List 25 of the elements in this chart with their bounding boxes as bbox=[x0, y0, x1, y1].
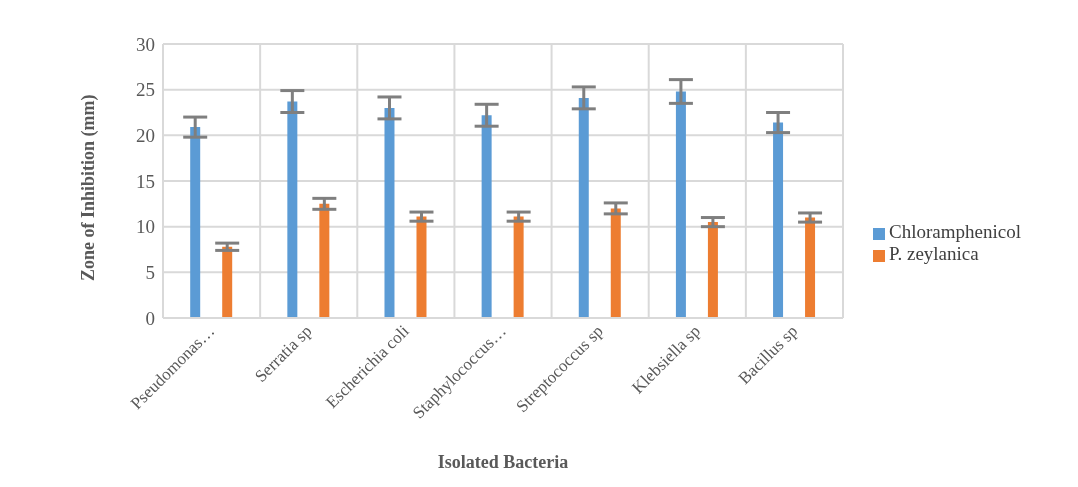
bar bbox=[805, 217, 816, 318]
y-axis-title: Zone of Inhibition (mm) bbox=[78, 94, 100, 281]
bar bbox=[610, 208, 621, 318]
bar bbox=[675, 91, 686, 318]
y-tick-label: 5 bbox=[145, 262, 155, 284]
legend-label: Chloramphenicol bbox=[889, 221, 1021, 242]
legend-label: P. zeylanica bbox=[889, 243, 979, 264]
bar bbox=[416, 216, 427, 318]
bar bbox=[384, 107, 395, 318]
bar bbox=[578, 97, 589, 318]
y-tick-label: 20 bbox=[136, 125, 155, 147]
y-tick-label: 30 bbox=[136, 33, 155, 55]
y-tick-label: 0 bbox=[145, 307, 155, 329]
bar bbox=[190, 127, 201, 318]
y-tick-label: 15 bbox=[136, 170, 155, 192]
bar bbox=[513, 216, 524, 318]
y-tick-label: 25 bbox=[136, 79, 155, 101]
x-axis-title: Isolated Bacteria bbox=[437, 452, 569, 472]
bar bbox=[319, 203, 330, 318]
bar bbox=[287, 101, 298, 318]
bar bbox=[481, 115, 492, 318]
y-tick-label: 10 bbox=[136, 216, 155, 238]
bar bbox=[222, 246, 233, 318]
bar bbox=[773, 122, 784, 318]
bar bbox=[707, 222, 718, 318]
